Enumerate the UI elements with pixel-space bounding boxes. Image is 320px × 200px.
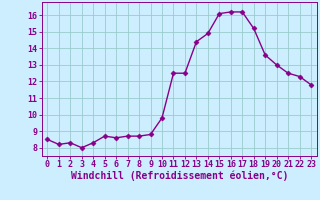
X-axis label: Windchill (Refroidissement éolien,°C): Windchill (Refroidissement éolien,°C)	[70, 171, 288, 181]
